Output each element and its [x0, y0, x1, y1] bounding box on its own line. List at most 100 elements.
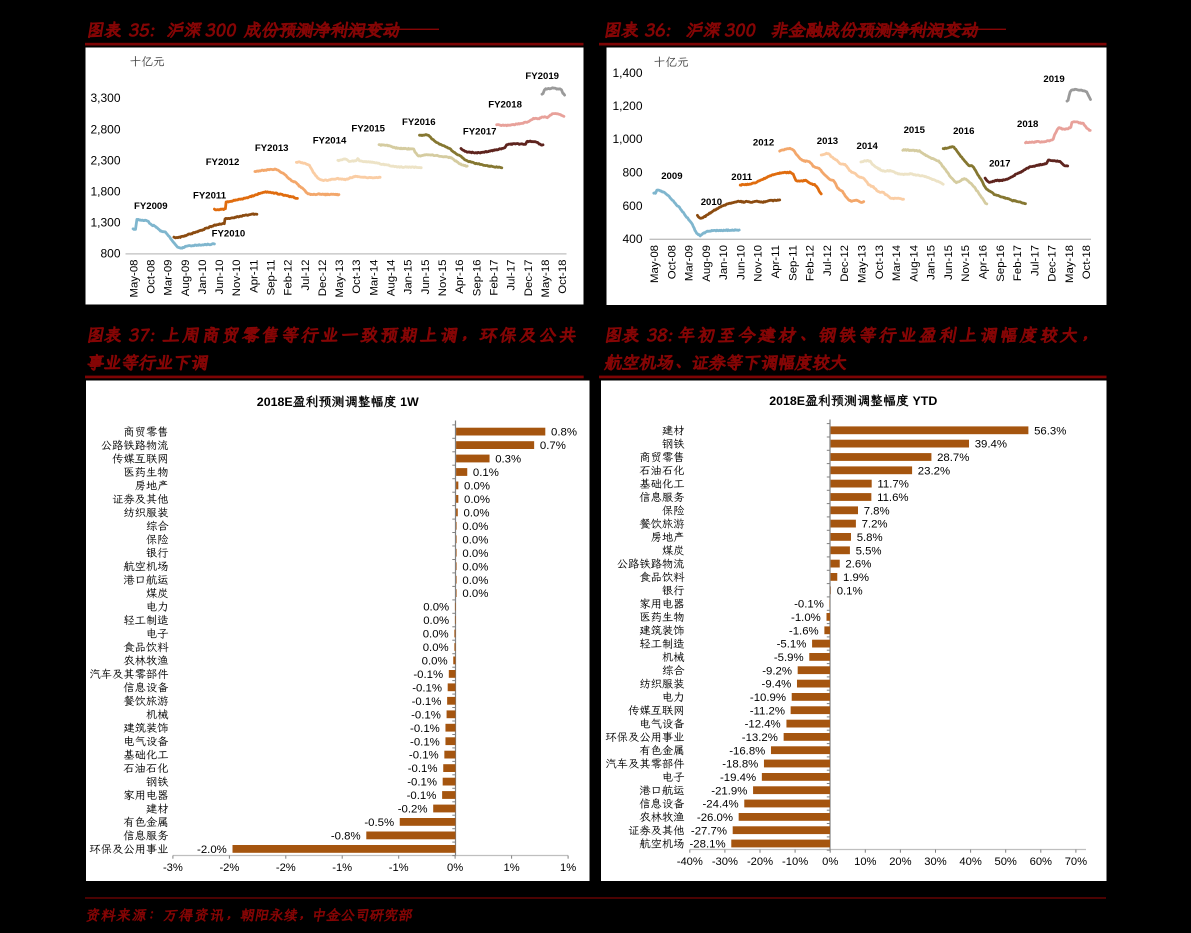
svg-text:Sep-11: Sep-11 — [266, 260, 278, 296]
svg-text:-0.1%: -0.1% — [411, 709, 441, 721]
svg-text:0.0%: 0.0% — [462, 548, 488, 560]
svg-text:Sep-16: Sep-16 — [471, 260, 483, 297]
svg-text:50%: 50% — [994, 856, 1016, 868]
svg-text:2016: 2016 — [953, 126, 974, 137]
svg-text:-21.9%: -21.9% — [711, 785, 747, 797]
svg-text:May-08: May-08 — [649, 245, 661, 283]
svg-text:600: 600 — [622, 199, 642, 213]
svg-text:0.8%: 0.8% — [551, 427, 577, 439]
svg-text:May-13: May-13 — [857, 245, 869, 283]
svg-text:-0.1%: -0.1% — [408, 763, 438, 775]
svg-text:-27.7%: -27.7% — [691, 825, 727, 837]
svg-text:May-18: May-18 — [540, 260, 552, 298]
svg-text:-2%: -2% — [276, 862, 296, 874]
svg-text:Aug-14: Aug-14 — [386, 260, 398, 297]
svg-text:Sep-11: Sep-11 — [787, 245, 799, 281]
svg-text:Jan-15: Jan-15 — [403, 260, 415, 295]
svg-text:0.0%: 0.0% — [423, 642, 449, 654]
svg-text:2018E: 2018E — [257, 395, 293, 409]
svg-text:1%: 1% — [560, 862, 576, 874]
svg-text:-0.1%: -0.1% — [409, 750, 439, 762]
svg-text:-40%: -40% — [677, 856, 703, 868]
svg-text:Aug-14: Aug-14 — [908, 245, 920, 282]
svg-text:Feb-12: Feb-12 — [283, 260, 295, 296]
svg-text:-0.2%: -0.2% — [398, 804, 428, 816]
svg-text:-20%: -20% — [747, 856, 773, 868]
svg-text:-1%: -1% — [332, 862, 352, 874]
svg-text:-11.2%: -11.2% — [750, 705, 785, 717]
svg-text:-0.1%: -0.1% — [412, 682, 442, 694]
svg-text:1,000: 1,000 — [612, 132, 642, 146]
svg-text:2011: 2011 — [731, 172, 752, 183]
svg-text:20%: 20% — [889, 856, 911, 868]
svg-text:0.0%: 0.0% — [462, 561, 488, 573]
svg-text:Feb-17: Feb-17 — [488, 260, 500, 296]
svg-text:Apr-16: Apr-16 — [978, 245, 990, 279]
svg-text:1,200: 1,200 — [612, 99, 642, 113]
svg-text:Mar-09: Mar-09 — [163, 260, 175, 296]
svg-text:2018: 2018 — [1017, 119, 1039, 130]
svg-text:Aug-09: Aug-09 — [701, 245, 713, 282]
svg-text:23.2%: 23.2% — [918, 465, 950, 477]
svg-text:-10%: -10% — [782, 856, 808, 868]
svg-text:Jan-10: Jan-10 — [718, 245, 730, 280]
svg-text:Jul-12: Jul-12 — [300, 260, 312, 291]
svg-text:May-18: May-18 — [1064, 245, 1076, 283]
svg-text:Jul-17: Jul-17 — [1029, 245, 1041, 276]
svg-text:Dec-17: Dec-17 — [1047, 245, 1059, 282]
svg-text:0.1%: 0.1% — [473, 467, 499, 479]
svg-text:-10.9%: -10.9% — [750, 692, 786, 704]
svg-text:Jun-10: Jun-10 — [214, 260, 226, 295]
svg-text:2009: 2009 — [661, 171, 682, 182]
svg-text:-1%: -1% — [389, 862, 409, 874]
svg-text:2.6%: 2.6% — [845, 559, 871, 571]
svg-text:3,300: 3,300 — [90, 91, 120, 105]
svg-text:-0.1%: -0.1% — [410, 736, 440, 748]
svg-text:Feb-17: Feb-17 — [1012, 245, 1024, 281]
svg-text:800: 800 — [622, 166, 642, 180]
svg-text:2017: 2017 — [989, 159, 1010, 170]
svg-text:-0.1%: -0.1% — [410, 723, 440, 735]
svg-text:-1.6%: -1.6% — [789, 625, 819, 637]
svg-text:FY2012: FY2012 — [206, 157, 240, 168]
svg-text:Jan-15: Jan-15 — [926, 245, 938, 280]
svg-text:-28.1%: -28.1% — [690, 839, 726, 851]
svg-text:FY2014: FY2014 — [313, 136, 347, 147]
svg-text:Apr-11: Apr-11 — [248, 260, 260, 293]
svg-text:1,300: 1,300 — [90, 216, 120, 230]
svg-text:Oct-08: Oct-08 — [145, 260, 157, 294]
svg-text:-0.1%: -0.1% — [407, 777, 437, 789]
svg-text:Dec-17: Dec-17 — [523, 260, 535, 297]
svg-text:FY2009: FY2009 — [134, 201, 168, 212]
svg-text:2,800: 2,800 — [90, 122, 120, 136]
svg-text:-16.8%: -16.8% — [729, 745, 765, 757]
svg-text:Oct-13: Oct-13 — [351, 260, 363, 294]
svg-text:Jun-10: Jun-10 — [736, 245, 748, 280]
svg-text:Dec-12: Dec-12 — [839, 245, 851, 282]
svg-text:YTD: YTD — [913, 394, 938, 408]
svg-text:Feb-12: Feb-12 — [805, 245, 817, 281]
svg-text:-9.2%: -9.2% — [762, 665, 792, 677]
svg-text:-2.0%: -2.0% — [197, 844, 227, 856]
svg-text:30%: 30% — [924, 856, 946, 868]
svg-text:39.4%: 39.4% — [975, 439, 1007, 451]
svg-text:60%: 60% — [1030, 856, 1052, 868]
svg-text:0.0%: 0.0% — [464, 481, 490, 493]
svg-text:40%: 40% — [959, 856, 981, 868]
svg-text:800: 800 — [100, 247, 120, 261]
svg-text:-12.4%: -12.4% — [745, 719, 781, 731]
svg-text:-0.1%: -0.1% — [794, 599, 824, 611]
svg-text:-5.1%: -5.1% — [777, 639, 807, 651]
svg-text:2013: 2013 — [817, 136, 838, 147]
svg-text:May-13: May-13 — [334, 260, 346, 298]
svg-text:Jun-15: Jun-15 — [943, 245, 955, 280]
svg-text:0.0%: 0.0% — [462, 588, 488, 600]
svg-text:Jun-15: Jun-15 — [420, 260, 432, 295]
svg-text:Jan-10: Jan-10 — [197, 260, 209, 295]
svg-text:Dec-12: Dec-12 — [317, 260, 329, 297]
svg-text:-2%: -2% — [219, 862, 239, 874]
svg-text:1%: 1% — [504, 862, 520, 874]
svg-text:-9.4%: -9.4% — [762, 679, 792, 691]
svg-text:FY2018: FY2018 — [488, 100, 522, 111]
svg-text:28.7%: 28.7% — [937, 452, 969, 464]
